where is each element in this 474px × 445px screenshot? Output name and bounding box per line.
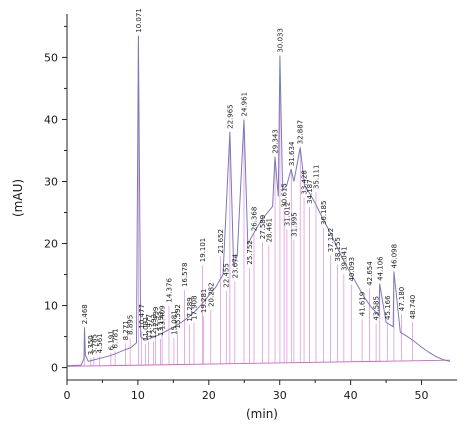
peak-label: 31.012 [283,202,291,227]
axis-ticks: 0 10 20 30 40 50 0 10 20 30 40 50 [44,25,429,402]
peak-label: 23.674 [231,253,239,278]
peak-label: 22.965 [226,104,234,128]
peak-label: 24.961 [240,92,248,116]
peak-label: 30.615 [281,183,289,208]
peak-label: 16.578 [181,263,189,288]
peak-label: 31.634 [288,141,296,166]
peak-label: 36.185 [320,201,328,226]
peak-label: 13.409 [159,305,167,330]
peak-label: 13.193 [157,312,165,337]
peak-label: 17.289 [186,297,194,322]
peak-label: 27.589 [259,215,267,240]
peak-label: 15.081 [170,310,178,335]
y-tick-label: 30 [44,175,58,188]
peak-label: 19.101 [199,238,207,263]
integration-baseline [66,359,450,367]
y-tick-label: 50 [44,51,58,64]
peak-label: 12.499 [152,307,160,332]
x-tick-label: 20 [202,389,216,402]
peak-label: 39.041 [340,246,348,271]
peak-label: 43.585 [373,296,381,321]
peak-label: 46.098 [390,244,398,269]
y-axis-title: (mAU) [11,179,25,217]
peak-label: 15.592 [174,304,182,329]
peak-label: 41.619 [359,292,367,317]
peak-label: 19.281 [200,289,208,314]
y-tick-label: 10 [44,300,58,313]
peak-label: 10.071 [135,8,143,33]
peak-label: 34.187 [306,179,314,204]
axes [66,14,457,381]
peak-label: 8.895 [127,315,135,335]
peak-label: 26.368 [250,207,258,232]
peak-label: 11.477 [145,314,153,339]
peak-label: 2.468 [81,304,89,324]
peak-label: 38.155 [334,237,342,262]
peak-label: 30.033 [276,28,284,53]
peak-label: 6.191 [107,330,115,350]
peak-label: 8.271 [122,320,130,340]
peak-label: 10.477 [138,304,146,329]
peak-label: 45.166 [384,295,392,320]
peak-label: 14.376 [165,278,173,303]
peak-label: 12.193 [150,314,158,339]
peak-label: 31.995 [290,212,298,237]
peak-label: 22.455 [223,263,231,288]
peak-label: 47.180 [398,287,406,312]
peak-label: 33.428 [301,170,309,195]
peak-label: 3.350 [87,335,95,355]
peak-label: 48.740 [409,295,417,320]
y-tick-label: 0 [51,362,58,375]
peak-label: 35.111 [312,165,320,190]
x-tick-label: 40 [344,389,358,402]
peak-label: 3.785 [90,334,98,354]
peak-label: 44.106 [376,256,384,281]
peak-label: 28.461 [265,218,273,243]
peak-label: 4.561 [96,333,104,353]
chromatogram-trace [66,35,451,367]
peak-label: 21.652 [217,229,225,254]
peak-label: 37.152 [327,228,335,253]
peak-label: 20.282 [207,282,215,307]
peak-label: 6.781 [112,328,120,348]
peak-label: 29.343 [272,129,280,154]
peak-label: 25.752 [246,240,254,265]
peak-label: 42.654 [366,261,374,286]
x-tick-label: 50 [415,389,429,402]
y-tick-label: 20 [44,238,58,251]
x-tick-label: 30 [273,389,287,402]
peak-label: 17.908 [190,295,198,320]
peak-marker-lines [84,35,413,367]
x-tick-label: 0 [64,389,71,402]
peak-label: 40.093 [348,257,356,282]
x-axis-title: (min) [246,407,278,421]
peak-label: 32.887 [297,120,305,145]
y-tick-label: 40 [44,113,58,126]
peak-label: 11.091 [142,317,150,342]
x-tick-label: 10 [131,389,145,402]
